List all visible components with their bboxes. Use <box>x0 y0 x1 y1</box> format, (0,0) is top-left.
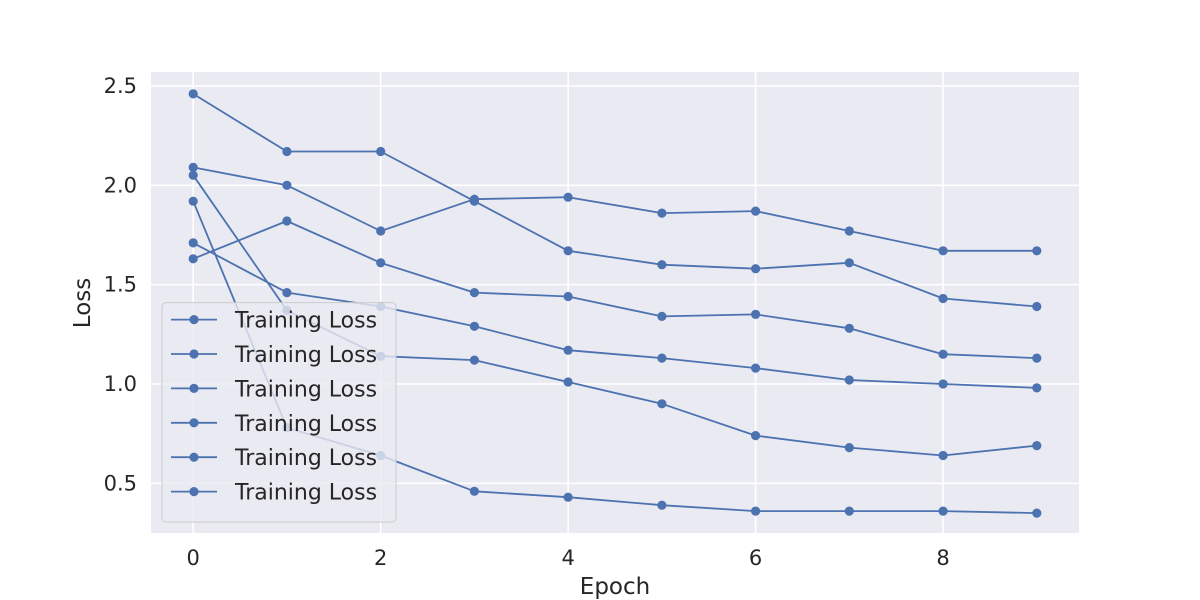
data-point <box>188 238 198 248</box>
legend-item: Training Loss <box>171 309 377 334</box>
data-point <box>844 506 854 516</box>
legend-item: Training Loss <box>171 377 377 402</box>
data-point <box>469 288 479 298</box>
y-tick-label: 2.5 <box>104 74 137 98</box>
series-3 <box>188 162 1042 256</box>
data-point <box>469 486 479 496</box>
data-point <box>844 258 854 268</box>
legend-label: Training Loss <box>234 309 377 334</box>
data-point <box>282 180 292 190</box>
legend-label: Training Loss <box>234 343 377 368</box>
data-point <box>282 288 292 298</box>
data-point <box>751 206 761 216</box>
legend-marker <box>189 452 199 462</box>
data-point <box>188 89 198 99</box>
data-point <box>657 208 667 218</box>
data-point <box>844 226 854 236</box>
data-point <box>1032 353 1042 363</box>
data-point <box>751 363 761 373</box>
legend-marker <box>189 349 199 359</box>
data-point <box>1032 301 1042 312</box>
legend-box <box>161 302 397 523</box>
data-point <box>1032 508 1042 518</box>
legend: Training Loss Training Loss Training Loss T… <box>161 302 397 523</box>
series-line <box>192 242 1037 389</box>
data-point <box>938 450 948 461</box>
data-point <box>938 293 948 304</box>
legend-marker <box>189 487 199 497</box>
series-2 <box>188 216 1042 363</box>
legend-label: Training Loss <box>234 412 377 437</box>
legend-item: Training Loss <box>171 481 377 506</box>
data-point <box>563 192 573 202</box>
series-line <box>192 220 1037 359</box>
data-point <box>188 254 198 264</box>
series-line <box>193 166 1037 252</box>
x-tick-label: 4 <box>561 546 574 570</box>
data-point <box>657 353 667 363</box>
data-point <box>188 196 198 206</box>
x-axis-label: Epoch <box>580 574 650 600</box>
data-point <box>188 170 198 180</box>
data-point <box>282 216 292 226</box>
data-point <box>376 226 386 236</box>
data-point <box>751 309 761 319</box>
y-tick-label: 0.5 <box>104 471 137 495</box>
data-point <box>938 349 948 359</box>
y-axis-label: Loss <box>70 278 96 328</box>
legend-item: Training Loss <box>171 412 377 437</box>
legend-marker <box>189 383 199 393</box>
data-point <box>282 146 292 157</box>
data-point <box>938 379 948 389</box>
data-point <box>751 506 761 516</box>
data-point <box>657 500 667 510</box>
data-point <box>376 258 386 268</box>
data-point <box>469 355 479 365</box>
data-point <box>1032 246 1042 256</box>
data-point <box>376 146 386 157</box>
data-point <box>563 492 573 502</box>
data-point <box>563 291 573 302</box>
data-point <box>751 264 761 274</box>
data-point <box>751 431 761 441</box>
data-point <box>657 311 667 321</box>
data-point <box>469 194 479 204</box>
data-point <box>844 443 854 453</box>
y-tick-labels: 0.5 1.0 1.5 2.0 2.5 <box>104 74 137 495</box>
data-point <box>469 321 479 331</box>
data-point <box>563 345 573 355</box>
legend-item: Training Loss <box>171 446 377 471</box>
data-point <box>563 246 573 256</box>
data-point <box>657 399 667 409</box>
data-point <box>657 260 667 270</box>
series-1 <box>188 89 1042 312</box>
y-tick-label: 1.0 <box>104 372 137 396</box>
legend-label: Training Loss <box>234 481 377 506</box>
data-point <box>563 377 573 387</box>
x-tick-label: 6 <box>749 546 762 570</box>
data-point <box>1032 441 1042 451</box>
series-4 <box>188 238 1042 393</box>
data-point <box>188 162 198 172</box>
data-point <box>1032 383 1042 393</box>
y-tick-label: 1.5 <box>104 273 137 297</box>
x-tick-label: 0 <box>186 546 199 570</box>
legend-marker <box>189 418 199 428</box>
data-point <box>938 506 948 516</box>
legend-item: Training Loss <box>171 343 377 368</box>
legend-label: Training Loss <box>234 446 377 471</box>
data-point <box>938 246 948 256</box>
data-point <box>844 323 854 333</box>
data-point <box>844 375 854 385</box>
legend-marker <box>189 315 199 325</box>
x-tick-label: 2 <box>374 546 387 570</box>
x-tick-label: 8 <box>936 546 949 570</box>
y-tick-label: 2.0 <box>104 173 137 197</box>
x-tick-labels: 0 2 4 6 8 <box>186 546 949 570</box>
series-line <box>192 93 1037 308</box>
legend-label: Training Loss <box>234 377 377 402</box>
